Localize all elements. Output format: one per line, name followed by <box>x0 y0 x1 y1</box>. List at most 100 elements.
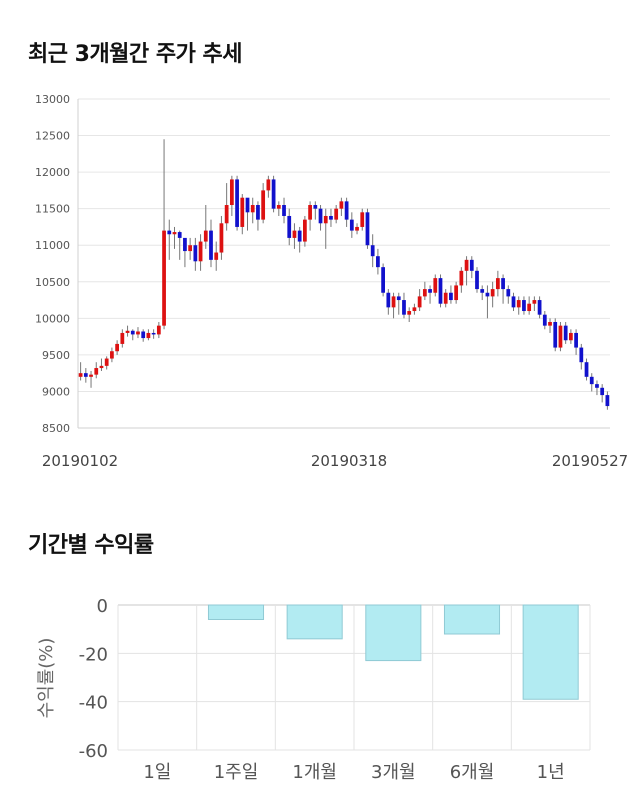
candle-body <box>412 307 417 312</box>
x-tick-label: 1개월 <box>292 762 337 783</box>
y-tick-label: -40 <box>79 693 108 714</box>
candle-body <box>391 296 396 308</box>
x-tick-label: 20190318 <box>311 452 387 470</box>
candle-body <box>156 325 161 335</box>
candle-body <box>188 245 193 252</box>
candle-body <box>459 270 464 286</box>
candle-body <box>480 289 485 293</box>
candle-body <box>370 245 375 257</box>
candle-body <box>104 358 109 366</box>
candle-body <box>516 300 521 308</box>
candle-body <box>339 201 344 209</box>
candle-body <box>245 197 250 213</box>
candle-body <box>553 321 558 348</box>
candle-body <box>464 259 469 271</box>
candle-body <box>313 205 318 209</box>
x-tick-label: 20190527 <box>552 452 628 470</box>
candle-body <box>209 230 213 260</box>
candle-body <box>287 215 292 238</box>
candle-body <box>167 230 172 235</box>
candle-body <box>422 289 427 297</box>
price-chart-title: 최근 3개월간 주가 추세 <box>28 42 242 67</box>
candle-body <box>219 223 224 253</box>
candle-body <box>396 296 401 301</box>
candle-body <box>162 230 166 326</box>
y-tick-label: 11000 <box>35 239 70 252</box>
candle-body <box>402 300 406 315</box>
candle-body <box>110 351 114 359</box>
candle-body <box>537 300 542 315</box>
candle-body <box>240 197 245 227</box>
candle-body <box>376 256 380 268</box>
candle-body <box>256 205 260 220</box>
candle-body <box>563 325 568 341</box>
y-tick-label: 8500 <box>42 422 70 435</box>
candle-body <box>89 374 93 377</box>
candle-body <box>261 190 266 220</box>
y-tick-label: 10500 <box>35 276 70 289</box>
return-bar <box>286 604 343 640</box>
x-tick-label: 1일 <box>143 762 171 783</box>
candle-body <box>495 278 500 290</box>
candle-body <box>250 205 255 213</box>
candle-body <box>214 252 219 260</box>
candle-body <box>365 212 370 246</box>
candle-body <box>141 331 146 339</box>
y-tick-label: 9500 <box>42 349 70 362</box>
y-tick-label: 12000 <box>35 166 70 179</box>
candle-body <box>579 347 584 363</box>
x-tick-label: 1주일 <box>214 762 259 783</box>
candle-body <box>203 230 208 242</box>
candle-body <box>527 303 532 312</box>
return-bar <box>522 604 579 700</box>
candle-body <box>407 311 412 315</box>
candle-body <box>235 179 239 227</box>
candle-body <box>485 292 490 297</box>
candle-body <box>349 219 354 231</box>
candle-body <box>433 278 438 293</box>
return-bar <box>443 604 501 635</box>
candle-body <box>438 278 443 304</box>
candle-body <box>542 314 547 326</box>
candle-body <box>360 212 365 227</box>
candle-body <box>224 205 229 224</box>
candle-body <box>417 296 422 308</box>
candle-body <box>318 208 323 224</box>
candle-body <box>469 259 474 271</box>
candle-body <box>323 215 328 224</box>
return-bar <box>365 604 422 662</box>
candle-body <box>344 201 349 220</box>
candle-body <box>569 332 573 341</box>
y-tick-label: -20 <box>79 644 108 665</box>
candle-body <box>136 331 140 335</box>
y-tick-label: 10000 <box>35 312 70 325</box>
candle-body <box>506 289 511 297</box>
candle-body <box>172 232 177 235</box>
y-tick-label: 12500 <box>35 130 70 143</box>
candle-body <box>120 332 125 344</box>
candle-body <box>334 208 339 220</box>
candle-body <box>308 205 312 220</box>
candle-body <box>605 395 610 407</box>
candle-body <box>266 179 271 191</box>
candle-body <box>292 230 297 238</box>
candle-body <box>276 205 281 209</box>
y-tick-label: 0 <box>97 596 108 617</box>
candle-body <box>600 387 605 396</box>
candle-body <box>151 332 156 335</box>
candle-body <box>381 267 385 293</box>
candle-body <box>574 332 578 348</box>
candle-body <box>94 368 99 375</box>
y-tick-label: 13000 <box>35 93 70 106</box>
x-tick-label: 1년 <box>537 762 565 783</box>
candle-body <box>548 321 552 326</box>
candle-body <box>125 330 130 333</box>
candle-body <box>355 226 359 231</box>
price-chart: 8500 9000 9500 10000 10500 11000 11500 12000 125… <box>35 93 628 470</box>
candle-body <box>229 179 234 206</box>
y-axis-label: 수익률(%) <box>36 638 57 719</box>
candle-body <box>589 376 594 385</box>
candle-body <box>177 232 182 238</box>
y-tick-label: 9000 <box>42 385 70 398</box>
candle-body <box>595 384 599 388</box>
